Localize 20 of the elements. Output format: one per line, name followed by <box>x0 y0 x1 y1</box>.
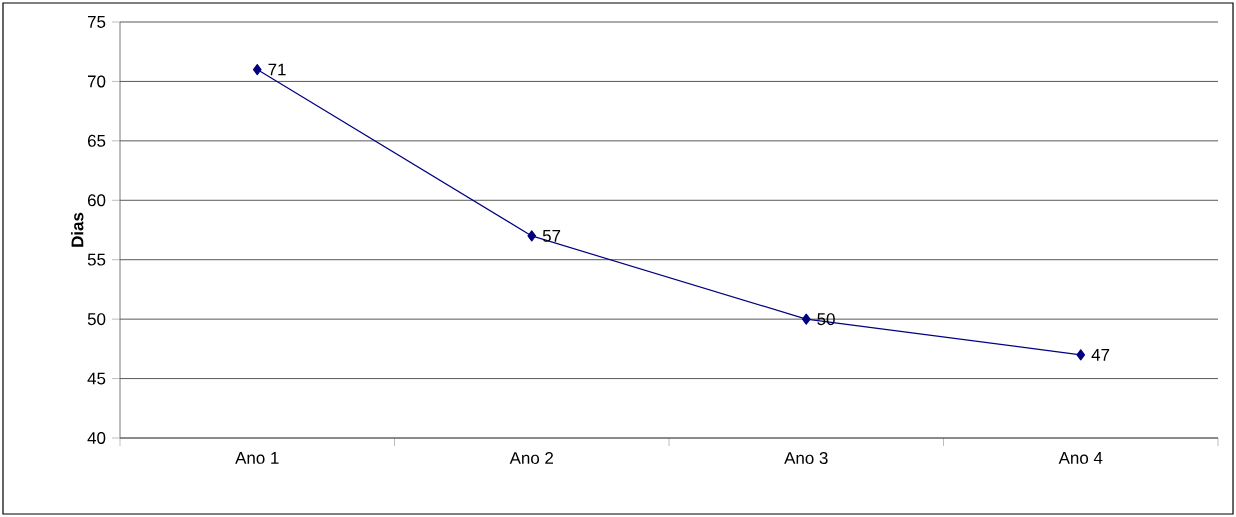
y-tick-label: 45 <box>87 372 106 385</box>
point <box>527 230 537 242</box>
point <box>1076 349 1086 361</box>
y-tick-label: 60 <box>87 194 106 207</box>
x-tick-label: Ano 3 <box>784 452 828 465</box>
y-tick-label: 65 <box>87 134 106 147</box>
point <box>801 313 811 325</box>
data-label: 71 <box>268 63 286 76</box>
y-tick-label: 75 <box>87 16 106 28</box>
x-tick-label: Ano 2 <box>509 452 554 465</box>
y-tick-label: 40 <box>87 432 106 444</box>
x-tick-label: Ano 4 <box>1058 452 1103 464</box>
y-tick-label: 55 <box>87 253 106 266</box>
y-tick-label: 50 <box>87 313 106 326</box>
point <box>252 63 262 76</box>
y-axis-title: Dias <box>70 212 84 247</box>
data-label: 57 <box>542 230 561 242</box>
y-tick-label: 70 <box>87 75 106 88</box>
x-tick-label: Ano 1 <box>235 452 279 464</box>
data-label: 47 <box>1091 348 1110 361</box>
